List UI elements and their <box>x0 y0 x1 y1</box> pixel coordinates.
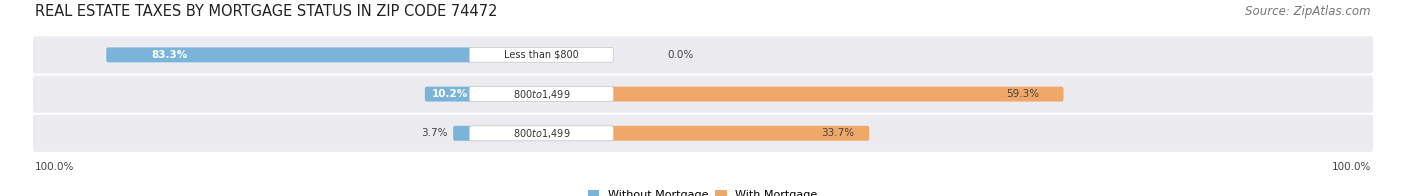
FancyBboxPatch shape <box>470 47 613 62</box>
FancyBboxPatch shape <box>34 115 1372 152</box>
Text: 100.0%: 100.0% <box>1331 162 1371 172</box>
Text: Source: ZipAtlas.com: Source: ZipAtlas.com <box>1246 5 1371 18</box>
FancyBboxPatch shape <box>34 75 1372 113</box>
Text: $800 to $1,499: $800 to $1,499 <box>513 88 569 101</box>
Text: 0.0%: 0.0% <box>668 50 695 60</box>
FancyBboxPatch shape <box>107 47 472 62</box>
Text: 59.3%: 59.3% <box>1007 89 1039 99</box>
FancyBboxPatch shape <box>610 87 1063 102</box>
Text: 100.0%: 100.0% <box>35 162 75 172</box>
Text: Less than $800: Less than $800 <box>503 50 579 60</box>
FancyBboxPatch shape <box>610 126 869 141</box>
Text: 10.2%: 10.2% <box>432 89 468 99</box>
FancyBboxPatch shape <box>470 87 613 102</box>
Text: 33.7%: 33.7% <box>821 128 855 138</box>
Text: $800 to $1,499: $800 to $1,499 <box>513 127 569 140</box>
FancyBboxPatch shape <box>34 36 1372 74</box>
FancyBboxPatch shape <box>425 87 472 102</box>
Legend: Without Mortgage, With Mortgage: Without Mortgage, With Mortgage <box>588 190 818 196</box>
Text: 83.3%: 83.3% <box>152 50 188 60</box>
FancyBboxPatch shape <box>453 126 472 141</box>
Text: 3.7%: 3.7% <box>422 128 449 138</box>
FancyBboxPatch shape <box>470 126 613 141</box>
Text: REAL ESTATE TAXES BY MORTGAGE STATUS IN ZIP CODE 74472: REAL ESTATE TAXES BY MORTGAGE STATUS IN … <box>35 4 498 19</box>
